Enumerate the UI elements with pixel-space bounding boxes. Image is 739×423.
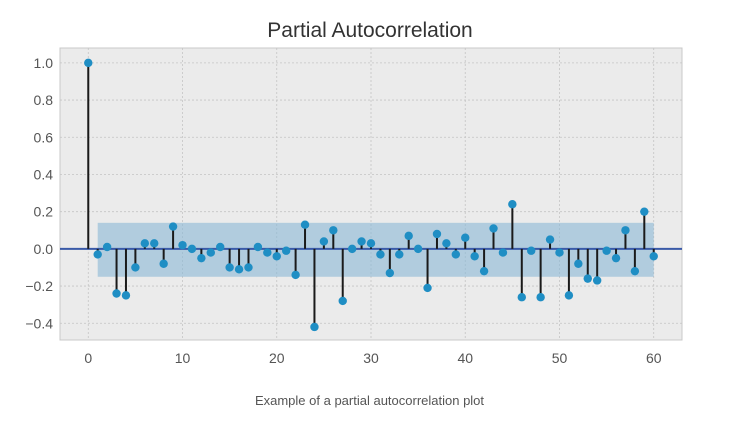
x-tick-label: 30 [363,350,379,366]
data-point [225,263,234,272]
data-point [310,322,319,332]
data-point [640,207,649,216]
data-point [630,266,640,276]
data-point [347,244,357,254]
y-tick-label: 0.4 [34,166,54,182]
x-tick-label: 0 [84,350,92,366]
data-point [602,246,611,255]
pacf-chart: 0 10 20 30 40 50 60 1.0 0.8 0.6 0.4 0.2 0.0 −0.2 −0.4… [25,19,683,366]
x-tick-label: 50 [552,350,568,366]
data-point [178,240,187,250]
y-tick-label: 1.0 [34,55,54,71]
data-point [84,58,93,68]
data-point [281,246,291,255]
data-point [621,226,630,235]
data-point [376,250,385,259]
data-point [187,244,197,254]
data-point [150,239,159,248]
data-point [432,229,442,239]
y-tick-label: −0.2 [25,278,53,294]
figure-caption: Example of a partial autocorrelation plo… [254,393,485,408]
x-tick-label: 60 [646,350,662,366]
data-point [555,248,564,257]
data-point [168,222,178,231]
y-tick-label: 0.2 [34,204,54,220]
data-point [470,252,479,261]
data-point [140,239,150,248]
data-point [291,270,300,280]
data-point [244,263,253,272]
data-point [564,291,574,300]
data-point [300,220,310,229]
data-point [197,253,206,263]
data-point [545,235,555,244]
data-point [102,242,112,252]
data-point [461,233,470,242]
x-tick-label: 20 [269,350,285,366]
data-point [423,283,432,293]
data-point [319,237,329,246]
x-axis-ticks: 0 10 20 30 40 50 60 [84,350,661,366]
data-point [329,226,338,235]
data-point [479,266,489,276]
data-point [404,231,413,241]
data-point [93,250,102,259]
data-points [84,58,658,332]
data-point [413,244,423,254]
data-point [611,253,621,263]
y-axis-ticks: 1.0 0.8 0.6 0.4 0.2 0.0 −0.2 −0.4 [25,55,53,331]
x-tick-label: 40 [457,350,473,366]
data-point [338,296,347,306]
data-point [121,291,131,300]
data-point [451,250,461,259]
data-point [649,252,658,261]
data-point [517,293,526,302]
data-point [395,250,404,259]
data-point [527,246,536,255]
data-point [583,274,592,283]
data-point [357,237,366,246]
y-tick-label: 0.6 [34,129,54,145]
data-point [366,239,376,248]
x-tick-label: 10 [175,350,191,366]
data-point [498,248,508,257]
data-point [206,248,215,257]
data-point [272,252,281,261]
chart-title: Partial Autocorrelation [267,19,472,42]
y-tick-label: 0.8 [34,92,54,108]
data-point [574,259,583,268]
data-point [263,248,272,257]
data-point [536,293,545,302]
data-point [489,224,498,233]
data-point [112,289,121,298]
y-tick-label: −0.4 [25,315,53,331]
data-point [442,239,451,248]
data-point [253,242,263,252]
data-point [385,268,395,278]
data-point [159,259,168,268]
data-point [508,200,517,209]
y-tick-label: 0.0 [34,241,54,257]
data-point [234,265,244,274]
data-point [131,263,140,272]
data-point [592,276,602,285]
data-point [216,242,225,252]
